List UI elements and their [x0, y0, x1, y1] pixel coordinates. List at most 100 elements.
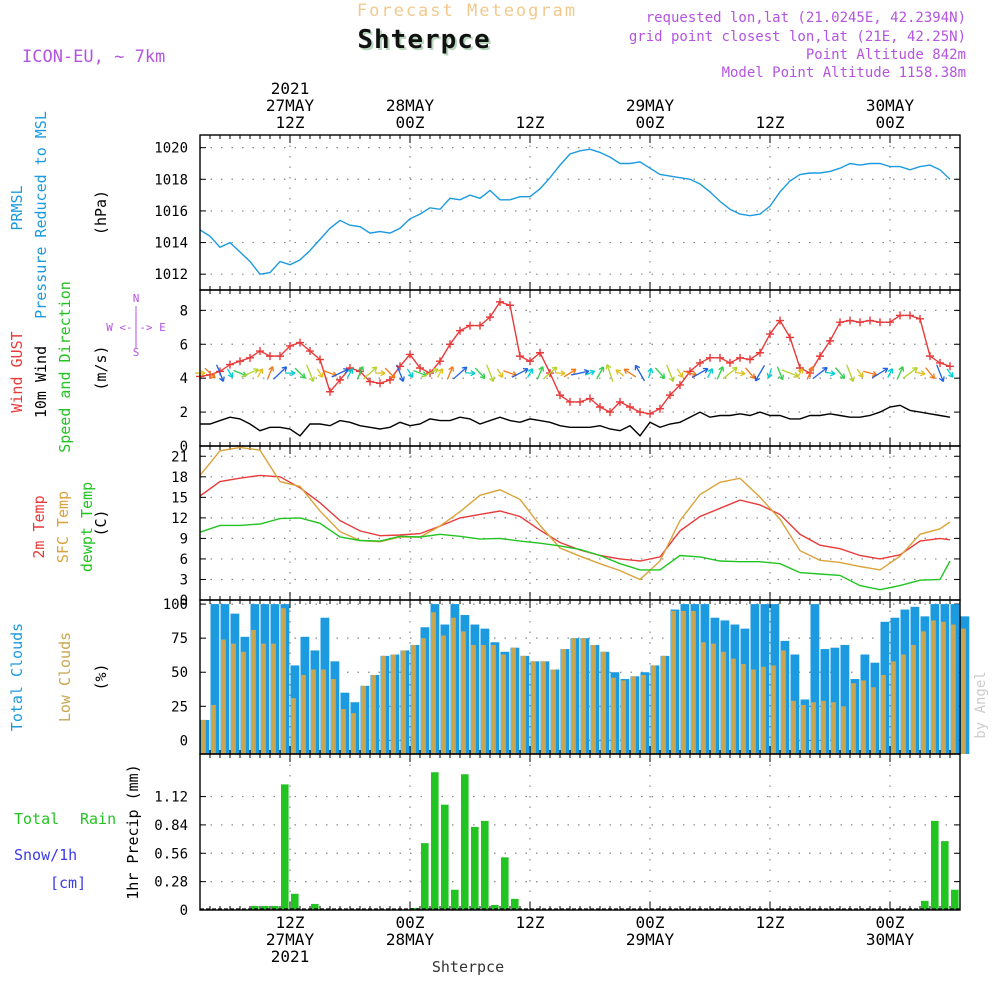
gust-marker — [836, 318, 844, 326]
cloud-bar-low — [431, 612, 436, 754]
cloud-bar-low — [601, 652, 606, 754]
wind-arrow — [273, 367, 286, 379]
cloud-bar-low — [541, 661, 546, 754]
precip-label-rain: Rain — [80, 810, 116, 828]
gust-marker — [376, 379, 384, 387]
gust-marker — [256, 347, 264, 355]
cloud-bar-low — [941, 622, 946, 754]
cloud-bar-low — [891, 661, 896, 754]
wind-arrow — [363, 367, 376, 379]
cloud-bar-low — [581, 638, 586, 754]
time-label-top: 12Z — [756, 113, 785, 132]
info-line-2: grid point closest lon,lat (21E, 42.25N) — [629, 29, 966, 45]
precip-label-total: Total — [14, 810, 59, 828]
gust-marker — [896, 311, 904, 319]
y-tick-label: 1020 — [154, 141, 188, 157]
y-tick-label: 4 — [180, 371, 188, 387]
time-label-top: 00Z — [636, 113, 665, 132]
gust-marker — [906, 311, 914, 319]
y-tick-label: 1016 — [154, 204, 188, 220]
gust-marker — [916, 315, 924, 323]
gust-marker — [826, 337, 834, 345]
cloud-bar-low — [901, 655, 906, 754]
cloud-bar-low — [911, 645, 916, 754]
info-line-1: requested lon,lat (21.0245E, 42.2394N) — [646, 10, 966, 26]
wind-arrow — [723, 367, 737, 378]
cloud-bar-low — [461, 631, 466, 754]
y-tick-label: 15 — [171, 490, 188, 506]
cloud-bar-low — [791, 701, 796, 754]
gust-marker — [226, 361, 234, 369]
cloud-bar-low — [471, 645, 476, 754]
y-tick-label: 6 — [180, 552, 188, 568]
cloud-bar-low — [861, 680, 866, 754]
cloud-bar-low — [691, 611, 696, 754]
cloud-bar-low — [491, 645, 496, 754]
panel-side-label: Pressure Reduced to MSL — [32, 111, 50, 319]
panel-side-label: SFC Temp — [54, 491, 72, 563]
panel-side-label: Low Clouds — [56, 632, 74, 722]
series-line-pressure — [200, 149, 950, 274]
gust-marker — [506, 301, 514, 309]
y-tick-label: 100 — [163, 597, 188, 613]
precip-bar — [291, 894, 299, 910]
cloud-bar-low — [401, 650, 406, 754]
panel-wind — [195, 290, 960, 446]
precip-bar — [451, 890, 459, 910]
series-line-10m-wind — [200, 405, 950, 436]
cloud-bar-low — [731, 659, 736, 754]
wind-arrow — [453, 367, 466, 379]
y-tick-label: 0 — [180, 903, 188, 919]
panel-frame — [200, 290, 960, 446]
cloud-bar-low — [831, 702, 836, 754]
y-tick-label: 0.56 — [154, 846, 188, 862]
cloud-bar-low — [671, 611, 676, 754]
panel-temperature — [200, 446, 960, 600]
y-tick-label: 1012 — [154, 267, 188, 283]
cloud-bar-low — [591, 645, 596, 754]
panel-side-label: 10m Wind — [32, 346, 50, 418]
gust-marker — [786, 333, 794, 341]
time-label-top: 00Z — [876, 113, 905, 132]
precip-bar — [281, 784, 289, 910]
panel-frame — [200, 135, 960, 290]
wind-arrow — [813, 368, 827, 379]
gust-marker — [556, 391, 564, 399]
y-tick-label: 0 — [180, 733, 188, 749]
cloud-bar-low — [631, 676, 636, 754]
gust-marker — [716, 354, 724, 362]
panel-precip — [200, 754, 960, 910]
y-tick-label: 0.84 — [154, 818, 188, 834]
y-axis-label: 1hr Precip (mm) — [124, 764, 142, 899]
series-line-sfc-temp — [200, 447, 950, 579]
cloud-bar-low — [321, 670, 326, 754]
time-label-top: 12Z — [516, 113, 545, 132]
y-tick-label: 50 — [171, 665, 188, 681]
cloud-bar-low — [851, 683, 856, 754]
panel-clouds — [200, 600, 969, 754]
y-tick-label: 1.12 — [154, 790, 188, 806]
cloud-bar-low — [931, 620, 936, 754]
precip-bar — [421, 843, 429, 910]
cloud-bar-low — [241, 652, 246, 754]
gust-marker — [726, 359, 734, 367]
precip-label-snow: Snow/1h — [14, 846, 77, 864]
cloud-bar-low — [371, 675, 376, 754]
gust-marker — [756, 349, 764, 357]
y-tick-label: 2 — [180, 405, 188, 421]
station-title-shadow: Shterpce — [357, 25, 490, 55]
supertitle: Forecast Meteogram — [357, 1, 577, 21]
cloud-bar-low — [681, 611, 686, 754]
panel-frame — [200, 446, 960, 600]
gust-marker — [576, 398, 584, 406]
cloud-bar-low — [951, 625, 956, 754]
cloud-bar-low — [291, 698, 296, 754]
cloud-bar-low — [611, 678, 616, 754]
cloud-bar-low — [721, 652, 726, 754]
cloud-bar-low — [661, 656, 666, 754]
panel-side-label: Speed and Direction — [56, 281, 74, 453]
cloud-bar-low — [261, 644, 266, 754]
cloud-bar-low — [881, 675, 886, 754]
cloud-bar-low — [421, 638, 426, 754]
